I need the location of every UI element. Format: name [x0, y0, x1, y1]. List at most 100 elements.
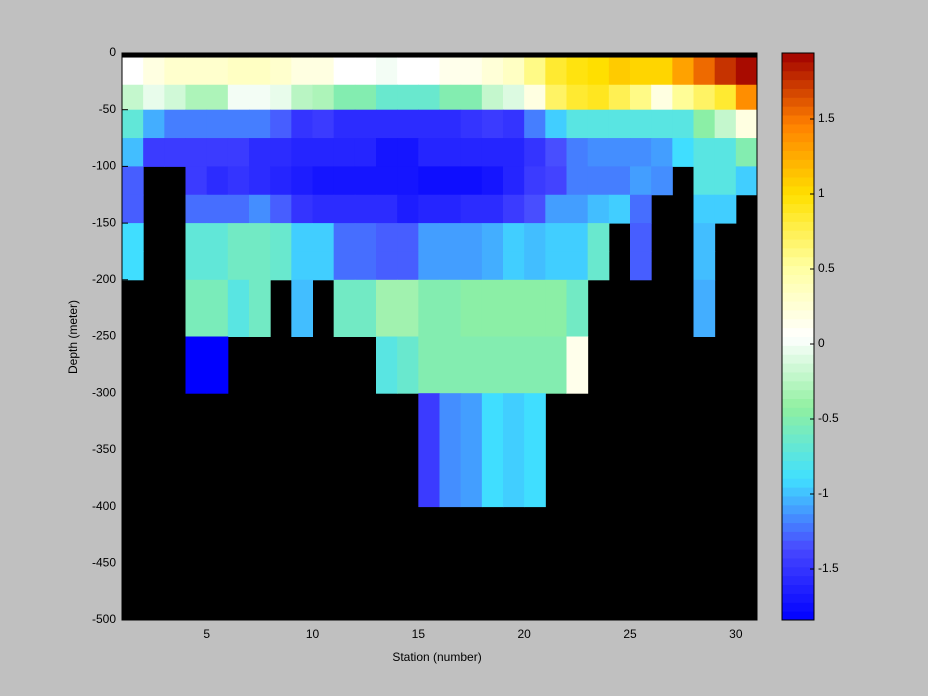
cell: [566, 57, 589, 86]
cell: [143, 138, 165, 167]
cell: [249, 194, 271, 224]
cell: [503, 336, 525, 394]
cell: [524, 223, 546, 252]
cell: [227, 223, 250, 252]
cell: [291, 251, 313, 281]
cell: [714, 84, 737, 111]
cell: [206, 336, 229, 394]
cell: [164, 57, 186, 86]
y-tick-label: -100: [92, 159, 116, 173]
cell: [587, 109, 610, 139]
cell: [227, 194, 250, 224]
x-axis-label: Station (number): [392, 650, 481, 664]
cell: [185, 194, 208, 224]
cell: [651, 166, 673, 196]
cell: [608, 57, 631, 86]
colorbar-band: [782, 318, 814, 329]
cell: [206, 138, 229, 167]
cell: [503, 393, 525, 508]
cell: [206, 57, 229, 86]
cell: [545, 194, 567, 224]
cell: [376, 223, 398, 252]
cell: [122, 84, 144, 111]
cell: [354, 166, 377, 196]
cell: [735, 166, 758, 196]
cell: [587, 166, 610, 196]
cell: [291, 57, 313, 86]
colorbar-band: [782, 168, 814, 178]
cell: [185, 57, 208, 86]
cell: [460, 336, 483, 394]
colorbar-band: [782, 247, 814, 258]
cell: [714, 138, 737, 167]
colorbar-tick-label: 0.5: [818, 261, 835, 275]
cell: [206, 166, 229, 196]
cell: [651, 84, 673, 111]
colorbar-band: [782, 283, 814, 293]
cell: [608, 166, 631, 196]
cell: [460, 109, 483, 139]
cell: [164, 109, 186, 139]
cell: [185, 251, 208, 281]
cell: [291, 109, 313, 139]
cell: [481, 84, 504, 111]
cell: [312, 84, 335, 111]
cell: [333, 223, 356, 252]
cell: [291, 194, 313, 224]
cell: [630, 194, 652, 224]
colorbar-band: [782, 97, 814, 107]
cell: [249, 138, 271, 167]
colorbar-band: [782, 70, 814, 81]
colorbar-band: [782, 584, 814, 594]
cell: [397, 84, 419, 111]
cell: [354, 251, 377, 281]
cell: [333, 251, 356, 281]
cell: [566, 84, 589, 111]
cell: [397, 138, 419, 167]
cell: [693, 223, 716, 252]
cell: [249, 223, 271, 252]
y-tick-label: -200: [92, 272, 116, 286]
cell: [185, 336, 208, 394]
cell: [587, 251, 610, 281]
cell: [291, 279, 313, 337]
cell: [164, 84, 186, 111]
cell: [524, 251, 546, 281]
colorbar-band: [782, 522, 814, 532]
cell: [418, 138, 440, 167]
colorbar-tick-label: 1.5: [818, 111, 835, 125]
cell: [122, 57, 144, 86]
cell: [312, 138, 335, 167]
cell: [227, 138, 250, 167]
cell: [587, 84, 610, 111]
colorbar-band: [782, 487, 814, 497]
cell: [503, 223, 525, 252]
cell: [503, 138, 525, 167]
colorbar-band: [782, 380, 814, 391]
cell: [439, 393, 462, 508]
cell: [333, 109, 356, 139]
colorbar-band: [782, 433, 814, 444]
cell: [291, 84, 313, 111]
y-tick-label: -300: [92, 385, 116, 399]
cell: [693, 279, 716, 337]
cell: [481, 336, 504, 394]
cell: [693, 138, 716, 167]
colorbar-band: [782, 460, 814, 470]
colorbar-band: [782, 398, 814, 408]
cell: [439, 336, 462, 394]
cell: [503, 109, 525, 139]
cell: [312, 166, 335, 196]
colorbar-band: [782, 177, 814, 187]
colorbar-band: [782, 292, 814, 302]
cell: [270, 251, 292, 281]
cell: [503, 57, 525, 86]
y-tick-label: -50: [99, 102, 117, 116]
cell: [460, 279, 483, 337]
cell: [566, 166, 589, 196]
cell: [418, 166, 440, 196]
colorbar-band: [782, 61, 814, 72]
cell: [333, 138, 356, 167]
cell: [227, 57, 250, 86]
